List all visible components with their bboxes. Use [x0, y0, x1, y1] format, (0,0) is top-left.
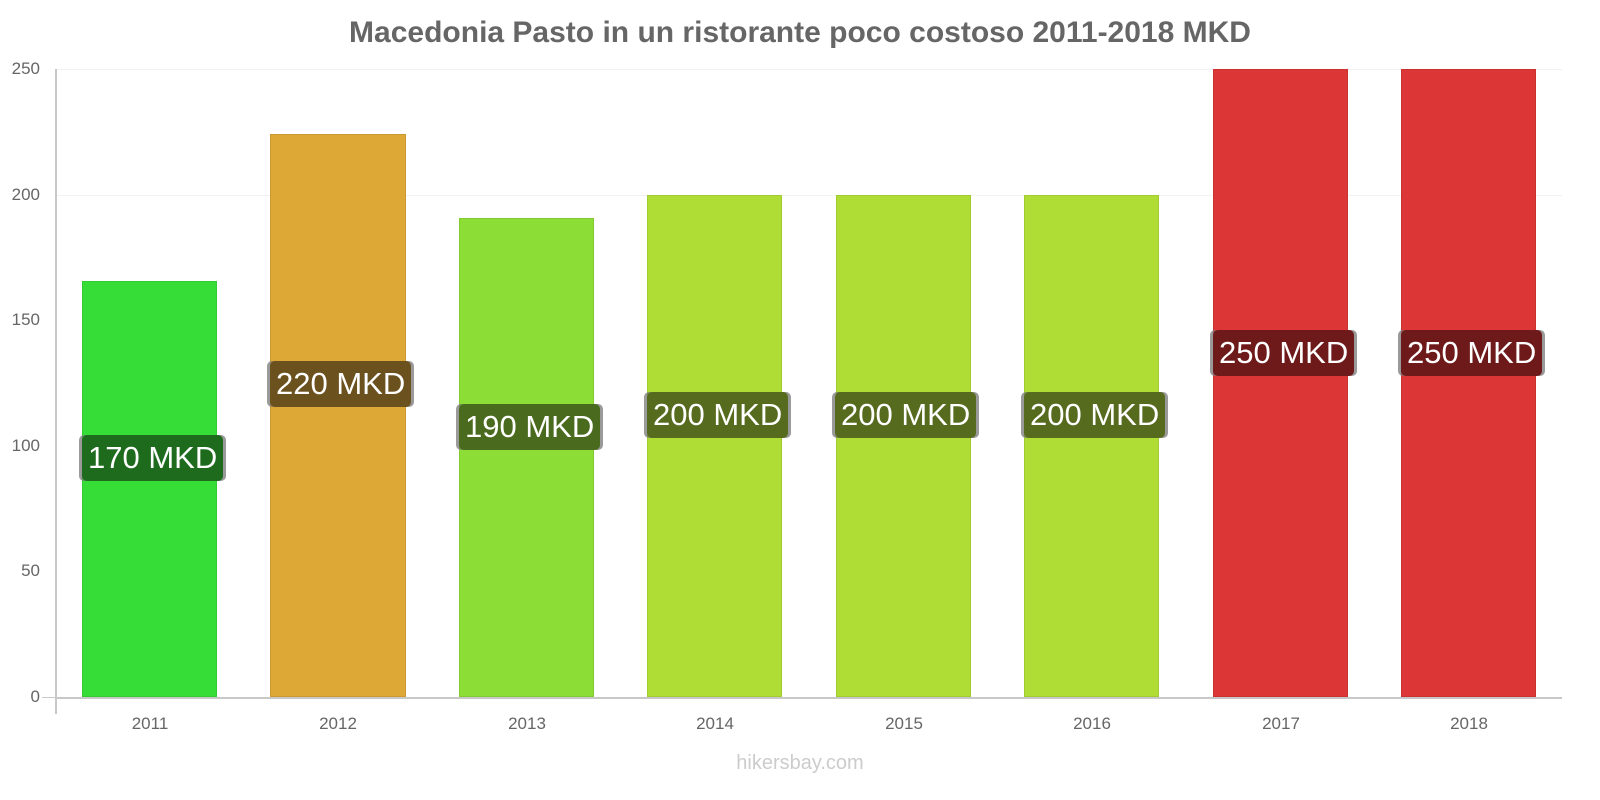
- y-tick-50: 50: [21, 561, 40, 580]
- x-label-2018: 2018: [1450, 714, 1488, 733]
- x-label-2015: 2015: [885, 714, 923, 733]
- x-label-2012: 2012: [319, 714, 357, 733]
- x-label-2013: 2013: [508, 714, 546, 733]
- y-tick-0: 0: [30, 687, 40, 706]
- source-watermark: hikersbay.com: [736, 752, 864, 774]
- gridline-250: [56, 69, 1562, 70]
- y-tick-150: 150: [11, 310, 40, 329]
- data-label-2018: 250 MKD: [1401, 330, 1543, 376]
- x-label-2014: 2014: [696, 714, 734, 733]
- bar-2011[interactable]: [82, 281, 217, 697]
- bar-2016[interactable]: [1024, 195, 1159, 697]
- x-label-2017: 2017: [1262, 714, 1300, 733]
- bar-2012[interactable]: [270, 134, 406, 697]
- data-label-2014: 200 MKD: [647, 392, 789, 438]
- data-label-2015: 200 MKD: [835, 392, 977, 438]
- bar-2015[interactable]: [836, 195, 971, 697]
- data-label-2013: 190 MKD: [459, 404, 601, 450]
- bar-2013[interactable]: [459, 218, 594, 697]
- y-tick-mark: [42, 697, 55, 698]
- plot-area: [56, 69, 1562, 697]
- x-label-2011: 2011: [131, 714, 169, 733]
- data-label-2012: 220 MKD: [270, 361, 412, 407]
- bar-2017[interactable]: [1213, 69, 1348, 697]
- chart-title: Macedonia Pasto in un ristorante poco co…: [349, 16, 1251, 49]
- x-axis-line: [56, 697, 1562, 699]
- data-label-2017: 250 MKD: [1213, 330, 1355, 376]
- x-label-2016: 2016: [1073, 714, 1111, 733]
- y-tick-100: 100: [11, 436, 40, 455]
- gridline-200: [56, 195, 1562, 196]
- y-tick-200: 200: [11, 185, 40, 204]
- bar-2018[interactable]: [1401, 69, 1536, 697]
- data-label-2011: 170 MKD: [82, 435, 224, 481]
- y-tick-250: 250: [11, 59, 40, 78]
- bar-2014[interactable]: [647, 195, 782, 697]
- y-axis-line: [55, 69, 57, 714]
- data-label-2016: 200 MKD: [1024, 392, 1166, 438]
